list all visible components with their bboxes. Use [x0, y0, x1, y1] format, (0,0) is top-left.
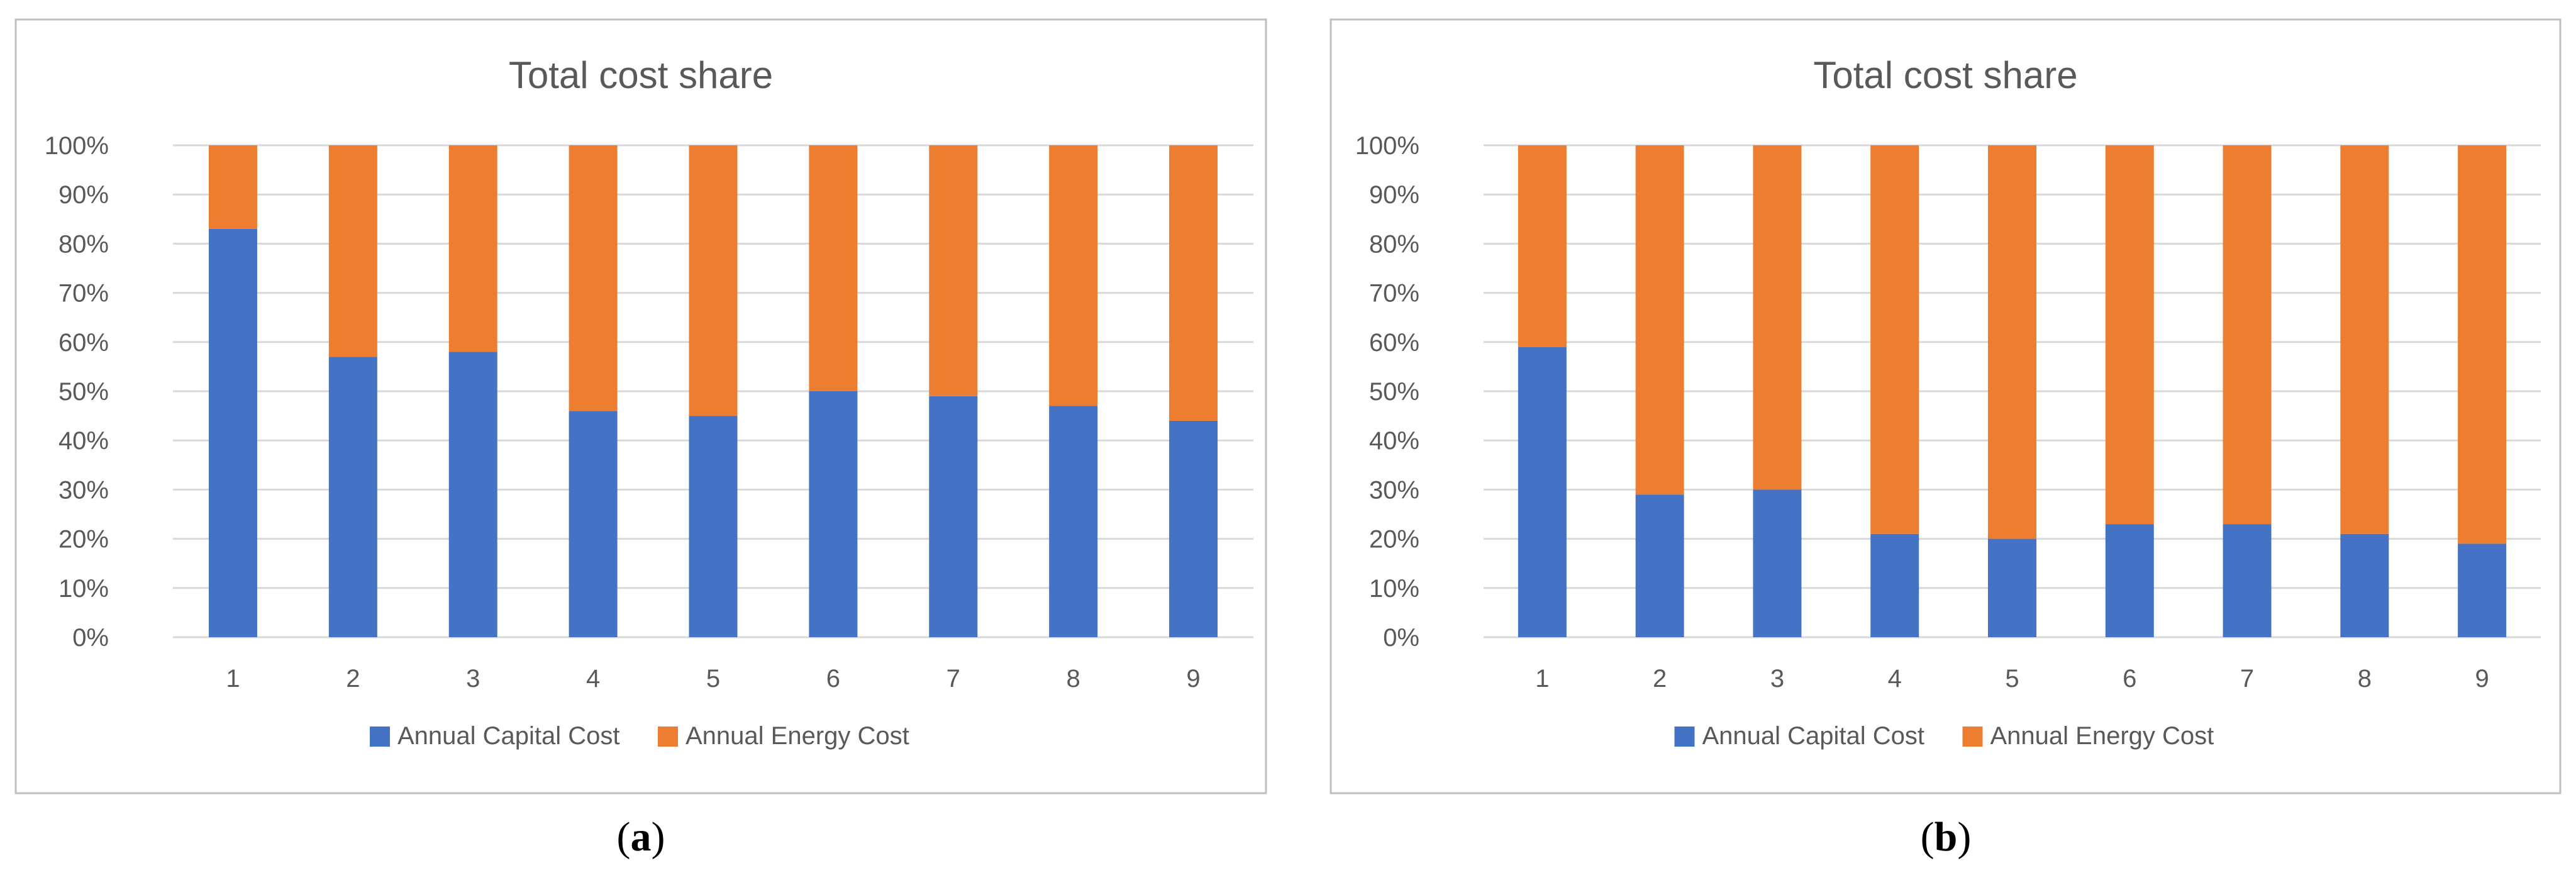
- caption-part: (: [1921, 814, 1935, 860]
- chart-title: Total cost share: [509, 54, 773, 96]
- y-tick-label: 80%: [58, 230, 109, 258]
- legend: Annual Capital Cost Annual Energy Cost: [1674, 722, 2214, 750]
- y-tick-label: 50%: [1369, 378, 1419, 406]
- legend-label-energy: Annual Energy Cost: [1990, 722, 2214, 750]
- bar-capital-7: [929, 396, 978, 637]
- bar-capital-6: [809, 391, 858, 637]
- x-tick-label: 5: [706, 665, 720, 693]
- x-tick-label: 1: [1535, 665, 1549, 693]
- bar-energy-3: [448, 145, 497, 352]
- x-tick-label: 2: [1653, 665, 1667, 693]
- x-tick-label: 3: [1770, 665, 1784, 693]
- bar-capital-5: [689, 416, 738, 637]
- bar-energy-9: [2458, 145, 2507, 544]
- caption-part: ): [652, 814, 665, 860]
- bar-energy-1: [208, 145, 257, 229]
- y-tick-label: 100%: [1355, 132, 1419, 160]
- x-tick-label: 9: [2475, 665, 2489, 693]
- legend-swatch-energy: [658, 727, 678, 747]
- legend-swatch-capital: [370, 727, 390, 747]
- bar-capital-6: [2105, 524, 2154, 637]
- bar-capital-2: [1635, 494, 1684, 637]
- y-tick-label: 30%: [58, 476, 109, 504]
- x-tick-label: 6: [826, 665, 840, 693]
- y-tick-label: 90%: [1369, 181, 1419, 209]
- y-tick-label: 100%: [45, 132, 109, 160]
- chart-b: Total cost share 0% 10% 20% 30% 40% 50% 60% 70% 8…: [1330, 18, 2562, 860]
- x-tick-label: 6: [2123, 665, 2136, 693]
- bar-energy-3: [1753, 145, 1802, 490]
- y-tick-label: 60%: [58, 329, 109, 357]
- legend-label-energy: Annual Energy Cost: [686, 722, 909, 750]
- y-tick-label: 30%: [1369, 476, 1419, 504]
- bar-capital-1: [208, 228, 257, 637]
- y-tick-label: 60%: [1369, 329, 1419, 357]
- y-tick-label: 40%: [58, 427, 109, 455]
- legend-label-capital: Annual Capital Cost: [397, 722, 620, 750]
- bar-capital-5: [1988, 538, 2036, 637]
- bar-capital-1: [1518, 347, 1567, 637]
- bar-capital-3: [448, 352, 497, 637]
- bar-capital-4: [1870, 533, 1919, 637]
- y-tick-label: 50%: [58, 378, 109, 406]
- x-tick-label: 2: [346, 665, 360, 693]
- legend-swatch-energy: [1962, 727, 1983, 747]
- bar-capital-7: [2223, 524, 2272, 637]
- figure-caption: (b): [1921, 814, 1972, 860]
- x-tick-label: 8: [2358, 665, 2372, 693]
- y-tick-label: 40%: [1369, 427, 1419, 455]
- bar-energy-2: [328, 145, 377, 357]
- bar-energy-9: [1169, 145, 1218, 421]
- y-tick-label: 0%: [1383, 624, 1419, 652]
- caption-part: (: [617, 814, 631, 860]
- bar-capital-3: [1753, 489, 1802, 637]
- bar-energy-8: [1049, 145, 1098, 406]
- legend: Annual Capital Cost Annual Energy Cost: [370, 722, 909, 750]
- bar-energy-8: [2340, 145, 2389, 534]
- bar-capital-2: [328, 357, 377, 637]
- bar-capital-8: [2340, 533, 2389, 637]
- bar-capital-8: [1049, 406, 1098, 637]
- legend-swatch-capital: [1674, 727, 1695, 747]
- bar-energy-6: [809, 145, 858, 391]
- x-tick-label: 8: [1067, 665, 1080, 693]
- y-tick-label: 70%: [58, 280, 109, 308]
- x-tick-label: 3: [466, 665, 480, 693]
- bar-energy-5: [1988, 145, 2036, 539]
- x-tick-label: 4: [1888, 665, 1902, 693]
- y-tick-label: 10%: [1369, 575, 1419, 603]
- bar-energy-7: [2223, 145, 2272, 525]
- bar-capital-4: [569, 411, 618, 637]
- chart-a: Total cost share 0% 10% 20% 30% 40% 50% 60% 70% 8…: [14, 18, 1267, 860]
- y-tick-label: 80%: [1369, 230, 1419, 258]
- bar-energy-4: [1870, 145, 1919, 534]
- bar-capital-9: [1169, 420, 1218, 637]
- y-tick-label: 10%: [58, 575, 109, 603]
- x-tick-label: 5: [2005, 665, 2019, 693]
- caption-part: ): [1957, 814, 1971, 860]
- x-tick-label: 7: [2240, 665, 2254, 693]
- x-tick-label: 1: [226, 665, 240, 693]
- chart-title: Total cost share: [1813, 54, 2077, 96]
- caption-part: a: [631, 814, 652, 860]
- bar-energy-4: [569, 145, 618, 411]
- bar-energy-6: [2105, 145, 2154, 525]
- legend-label-capital: Annual Capital Cost: [1702, 722, 1925, 750]
- bar-capital-9: [2458, 543, 2507, 637]
- y-tick-label: 0%: [72, 624, 109, 652]
- x-tick-label: 4: [586, 665, 600, 693]
- y-tick-label: 90%: [58, 181, 109, 209]
- y-tick-label: 20%: [1369, 526, 1419, 554]
- y-tick-label: 20%: [58, 526, 109, 554]
- x-tick-label: 9: [1186, 665, 1200, 693]
- bar-energy-2: [1635, 145, 1684, 495]
- bar-energy-7: [929, 145, 978, 396]
- y-tick-label: 70%: [1369, 280, 1419, 308]
- figure-caption: (a): [617, 814, 665, 860]
- bar-energy-5: [689, 145, 738, 416]
- x-tick-label: 7: [947, 665, 960, 693]
- bar-energy-1: [1518, 145, 1567, 347]
- caption-part: b: [1935, 814, 1958, 860]
